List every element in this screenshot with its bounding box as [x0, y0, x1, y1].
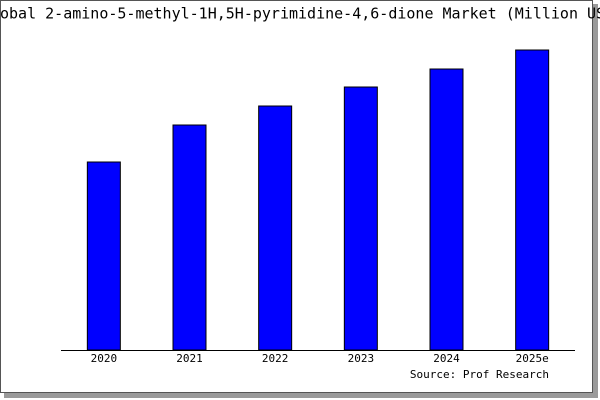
bar: [429, 68, 464, 351]
x-tick-label: 2024: [433, 352, 460, 365]
x-tick-label: 2023: [348, 352, 375, 365]
source: Source: Prof Research: [410, 368, 549, 381]
bar: [258, 105, 293, 351]
chart-title: obal 2-amino-5-methyl-1H,5H-pyrimidine-4…: [0, 5, 600, 23]
bar: [515, 49, 550, 351]
x-tick-label: 2025e: [516, 352, 549, 365]
bar: [172, 124, 207, 351]
x-tick-label: 2020: [91, 352, 118, 365]
x-tick-label: 2021: [176, 352, 203, 365]
bar: [86, 161, 121, 351]
bar: [343, 86, 378, 351]
plot-area: [61, 40, 575, 350]
x-tick-label: 2022: [262, 352, 289, 365]
